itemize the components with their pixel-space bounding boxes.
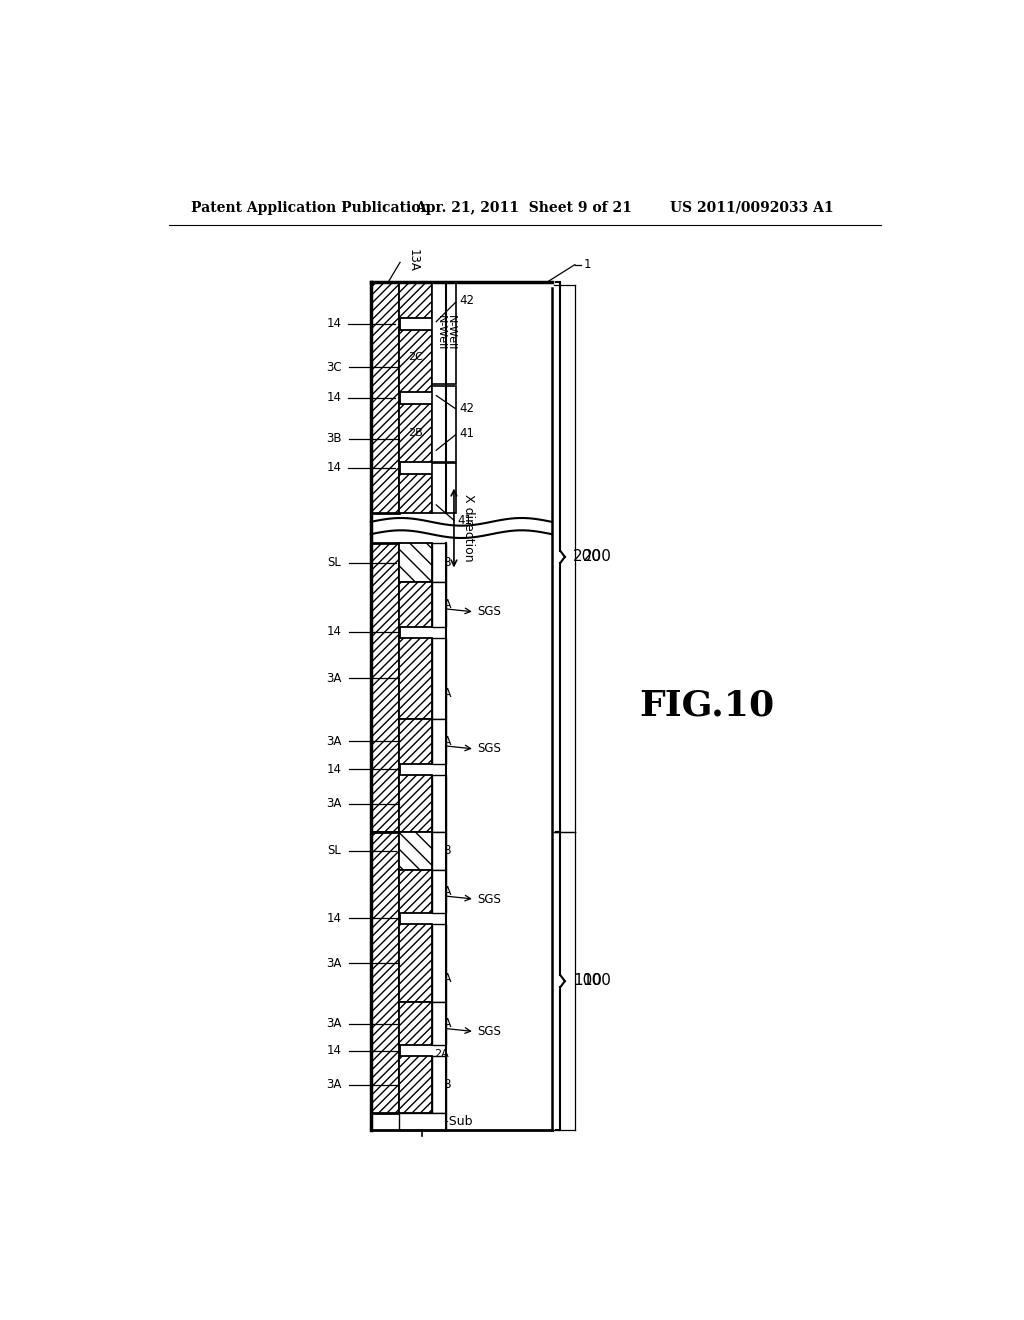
Bar [371,544,398,832]
Bar [432,775,446,832]
Text: 4B: 4B [436,556,452,569]
Bar [371,832,398,1113]
Text: 3A: 3A [327,735,342,748]
Bar [432,719,446,763]
Text: Patent Application Publication: Patent Application Publication [190,201,430,215]
Bar [398,1113,446,1130]
Text: N-Well: N-Well [435,314,445,350]
Bar [432,281,456,384]
Bar [432,463,456,512]
Bar [432,1056,446,1113]
Bar [432,582,446,627]
Text: 41: 41 [460,426,474,440]
Text: FIG.10: FIG.10 [639,688,774,722]
Text: 100: 100 [573,973,602,989]
Text: Apr. 21, 2011  Sheet 9 of 21: Apr. 21, 2011 Sheet 9 of 21 [416,201,633,215]
Text: 3C: 3C [326,360,342,374]
Bar [398,281,432,318]
Bar [432,544,446,582]
Bar [398,924,432,1002]
Text: 200: 200 [583,549,611,564]
Text: US 2011/0092033 A1: US 2011/0092033 A1 [670,201,834,215]
Text: N-Well: N-Well [446,314,457,350]
Text: 3A: 3A [327,1018,342,1031]
Text: 42: 42 [460,294,474,308]
Bar [398,775,432,832]
Bar [398,832,432,870]
Bar [398,638,432,719]
Text: 2A: 2A [434,1049,449,1059]
Bar [398,719,432,763]
Text: 3B: 3B [326,432,342,445]
Text: 4B: 4B [436,1078,452,1092]
Text: 41: 41 [457,513,472,527]
Bar [398,474,432,512]
Text: SL: SL [328,843,342,857]
Bar [432,385,456,462]
Bar [371,281,398,512]
Text: 14: 14 [327,462,342,474]
Text: 1: 1 [584,259,592,271]
Bar [398,870,432,913]
Text: 3A: 3A [327,957,342,970]
Bar [432,832,446,870]
Text: 14: 14 [327,391,342,404]
Text: 4A: 4A [436,686,452,700]
Text: 2B: 2B [408,428,423,437]
Text: 42: 42 [460,403,474,416]
Text: SL: SL [328,556,342,569]
Text: SGS: SGS [477,606,501,619]
Text: 3A: 3A [327,672,342,685]
Text: 2A: 2A [436,1018,452,1031]
Text: 13A: 13A [407,248,419,272]
Bar [432,870,446,913]
Text: X direction: X direction [462,494,475,562]
Text: P-Sub: P-Sub [438,1115,473,1129]
Text: 4A: 4A [436,972,452,985]
Text: 14: 14 [327,912,342,925]
Bar [432,1002,446,1045]
Bar [432,924,446,1002]
Text: 4B: 4B [436,843,452,857]
Bar [432,638,446,719]
Text: SGS: SGS [477,742,501,755]
Text: 2C: 2C [408,352,423,362]
Text: SGS: SGS [477,1026,501,1038]
Bar [398,330,432,392]
Bar [398,1056,432,1113]
Text: 14: 14 [327,317,342,330]
Bar [398,404,432,462]
Bar [398,544,432,582]
Text: 100: 100 [583,973,611,989]
Text: 14: 14 [327,763,342,776]
Text: 3A: 3A [327,1078,342,1092]
Text: 14: 14 [327,1044,342,1057]
Text: SGS: SGS [477,892,501,906]
Bar [398,1002,432,1045]
Text: 2A: 2A [436,598,452,611]
Text: 2A: 2A [436,884,452,898]
Text: 2A: 2A [436,735,452,748]
Text: 14: 14 [327,626,342,639]
Text: 3A: 3A [327,797,342,810]
Bar [398,582,432,627]
Text: 200: 200 [573,549,602,564]
